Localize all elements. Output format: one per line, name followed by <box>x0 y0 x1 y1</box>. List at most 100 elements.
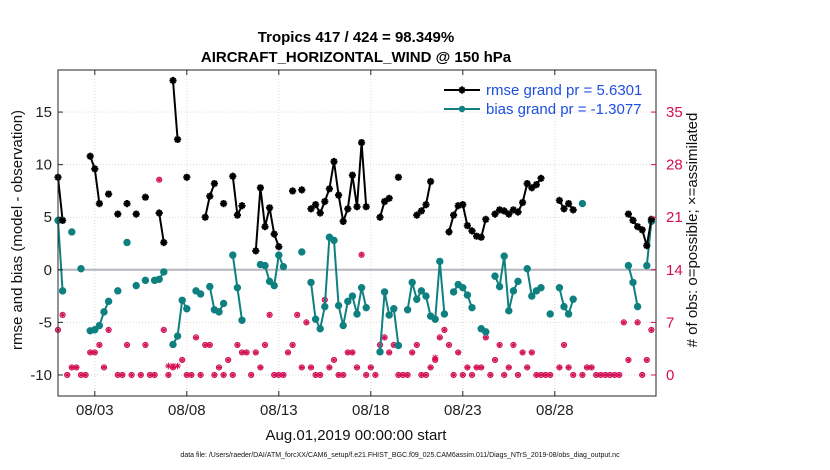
obs-assimilated-marker <box>626 357 631 363</box>
rmse-point <box>463 222 471 230</box>
obs-assimilated-marker <box>607 372 613 378</box>
obs-possible-marker <box>556 364 563 371</box>
bias-point <box>643 261 651 270</box>
obs-assimilated-marker <box>318 372 323 378</box>
obs-possible-marker <box>367 364 374 371</box>
obs-possible-marker <box>82 371 89 379</box>
rmse-point <box>468 227 476 235</box>
obs-assimilated-marker <box>313 372 318 378</box>
obs-assimilated-marker <box>101 365 107 370</box>
rmse-point <box>634 223 642 231</box>
obs-assimilated-marker <box>492 357 498 363</box>
bias-point <box>417 287 426 295</box>
obs-possible-marker <box>588 364 595 371</box>
obs-possible-marker <box>639 371 646 379</box>
rmse-point <box>555 196 563 204</box>
rmse-point <box>174 135 182 143</box>
legend-rmse-marker <box>458 86 466 94</box>
x-tick-label: 08/13 <box>260 402 298 419</box>
bias-point <box>279 262 288 271</box>
obs-assimilated-marker <box>331 357 337 363</box>
obs-possible-marker <box>179 356 186 364</box>
obs-assimilated-marker <box>368 365 373 370</box>
bias-point <box>376 348 384 356</box>
obs-possible-marker <box>294 311 301 318</box>
obs-possible-marker <box>234 341 241 349</box>
obs-possible-marker <box>137 371 144 379</box>
obs-assimilated-marker <box>198 372 203 378</box>
obs-assimilated-marker <box>193 335 199 340</box>
obs-possible-marker <box>496 341 503 349</box>
chart-title: Tropics 417 / 424 = 98.349% <box>258 29 454 46</box>
rmse-point <box>233 211 241 219</box>
bias-point <box>380 288 389 296</box>
obs-assimilated-marker <box>437 335 442 340</box>
obs-possible-marker <box>404 371 411 379</box>
obs-possible-marker <box>519 349 526 356</box>
rmse-point <box>477 233 485 241</box>
obs-possible-marker <box>491 356 499 364</box>
obs-assimilated-marker <box>253 350 258 355</box>
obs-assimilated-marker <box>350 350 355 355</box>
bias-point <box>482 328 490 336</box>
bias-point <box>196 290 205 298</box>
y2-tick-label: 7 <box>666 314 674 331</box>
obs-assimilated-only-marker <box>174 362 181 370</box>
bias-point <box>132 281 140 290</box>
rmse-point <box>560 205 568 213</box>
y-tick-label: 0 <box>44 262 52 279</box>
obs-possible-marker <box>284 349 292 356</box>
obs-possible-marker <box>349 349 356 356</box>
series-layer <box>54 76 656 356</box>
bias-point <box>463 291 472 299</box>
obs-assimilated-marker <box>456 350 461 355</box>
obs-assimilated-marker <box>391 342 396 348</box>
obs-possible-marker <box>188 371 195 379</box>
rmse-point <box>316 209 324 217</box>
bias-point <box>114 287 122 295</box>
bias-point <box>173 332 182 340</box>
bias-point <box>362 303 370 312</box>
obs-possible-marker <box>358 251 365 258</box>
obs-assimilated-marker <box>69 365 74 370</box>
rmse-point <box>252 247 260 255</box>
obs-assimilated-marker <box>88 350 93 355</box>
data-file-footnote: data file: /Users/raeder/DAI/ATM_forcXX/… <box>180 452 620 459</box>
bias-point <box>155 275 163 283</box>
bias-point <box>330 236 338 245</box>
rmse-point <box>643 242 651 250</box>
x-tick-label: 08/23 <box>444 402 482 419</box>
obs-possible-marker <box>298 364 305 371</box>
obs-assimilated-marker <box>474 365 479 370</box>
obs-assimilated-only-marker <box>165 362 172 370</box>
obs-assimilated-marker <box>120 372 125 378</box>
obs-possible-marker <box>648 326 655 333</box>
rmse-point <box>413 211 421 219</box>
obs-assimilated-marker <box>249 372 254 378</box>
obs-assimilated-marker <box>428 365 433 370</box>
obs-possible-marker <box>280 371 287 379</box>
bias-point <box>569 295 577 303</box>
x-axis-ticks: 08/03 08/08 08/13 08/18 08/23 08/28 <box>76 70 574 419</box>
obs-assimilated-marker <box>285 350 291 355</box>
obs-possible-marker <box>123 341 131 349</box>
obs-assimilated-marker <box>502 372 507 378</box>
y-axis-label: rmse and bias (model - observation) <box>9 110 26 350</box>
obs-possible-marker <box>261 341 269 349</box>
y2-tick-label: 21 <box>666 209 683 226</box>
rmse-point <box>514 208 522 216</box>
y2-tick-label: 35 <box>666 104 683 121</box>
obs-assimilated-marker <box>180 357 185 363</box>
obs-possible-marker <box>192 334 200 341</box>
obs-possible-marker <box>96 341 103 349</box>
bias-point <box>344 297 352 306</box>
y-tick-label: 5 <box>44 209 52 226</box>
rmse-point <box>523 180 531 188</box>
rmse-point <box>307 205 315 213</box>
bias-point <box>307 278 315 287</box>
bias-point <box>390 305 398 313</box>
obs-possible-marker <box>455 349 462 356</box>
rmse-point <box>321 197 329 206</box>
obs-assimilated-marker <box>640 372 645 378</box>
